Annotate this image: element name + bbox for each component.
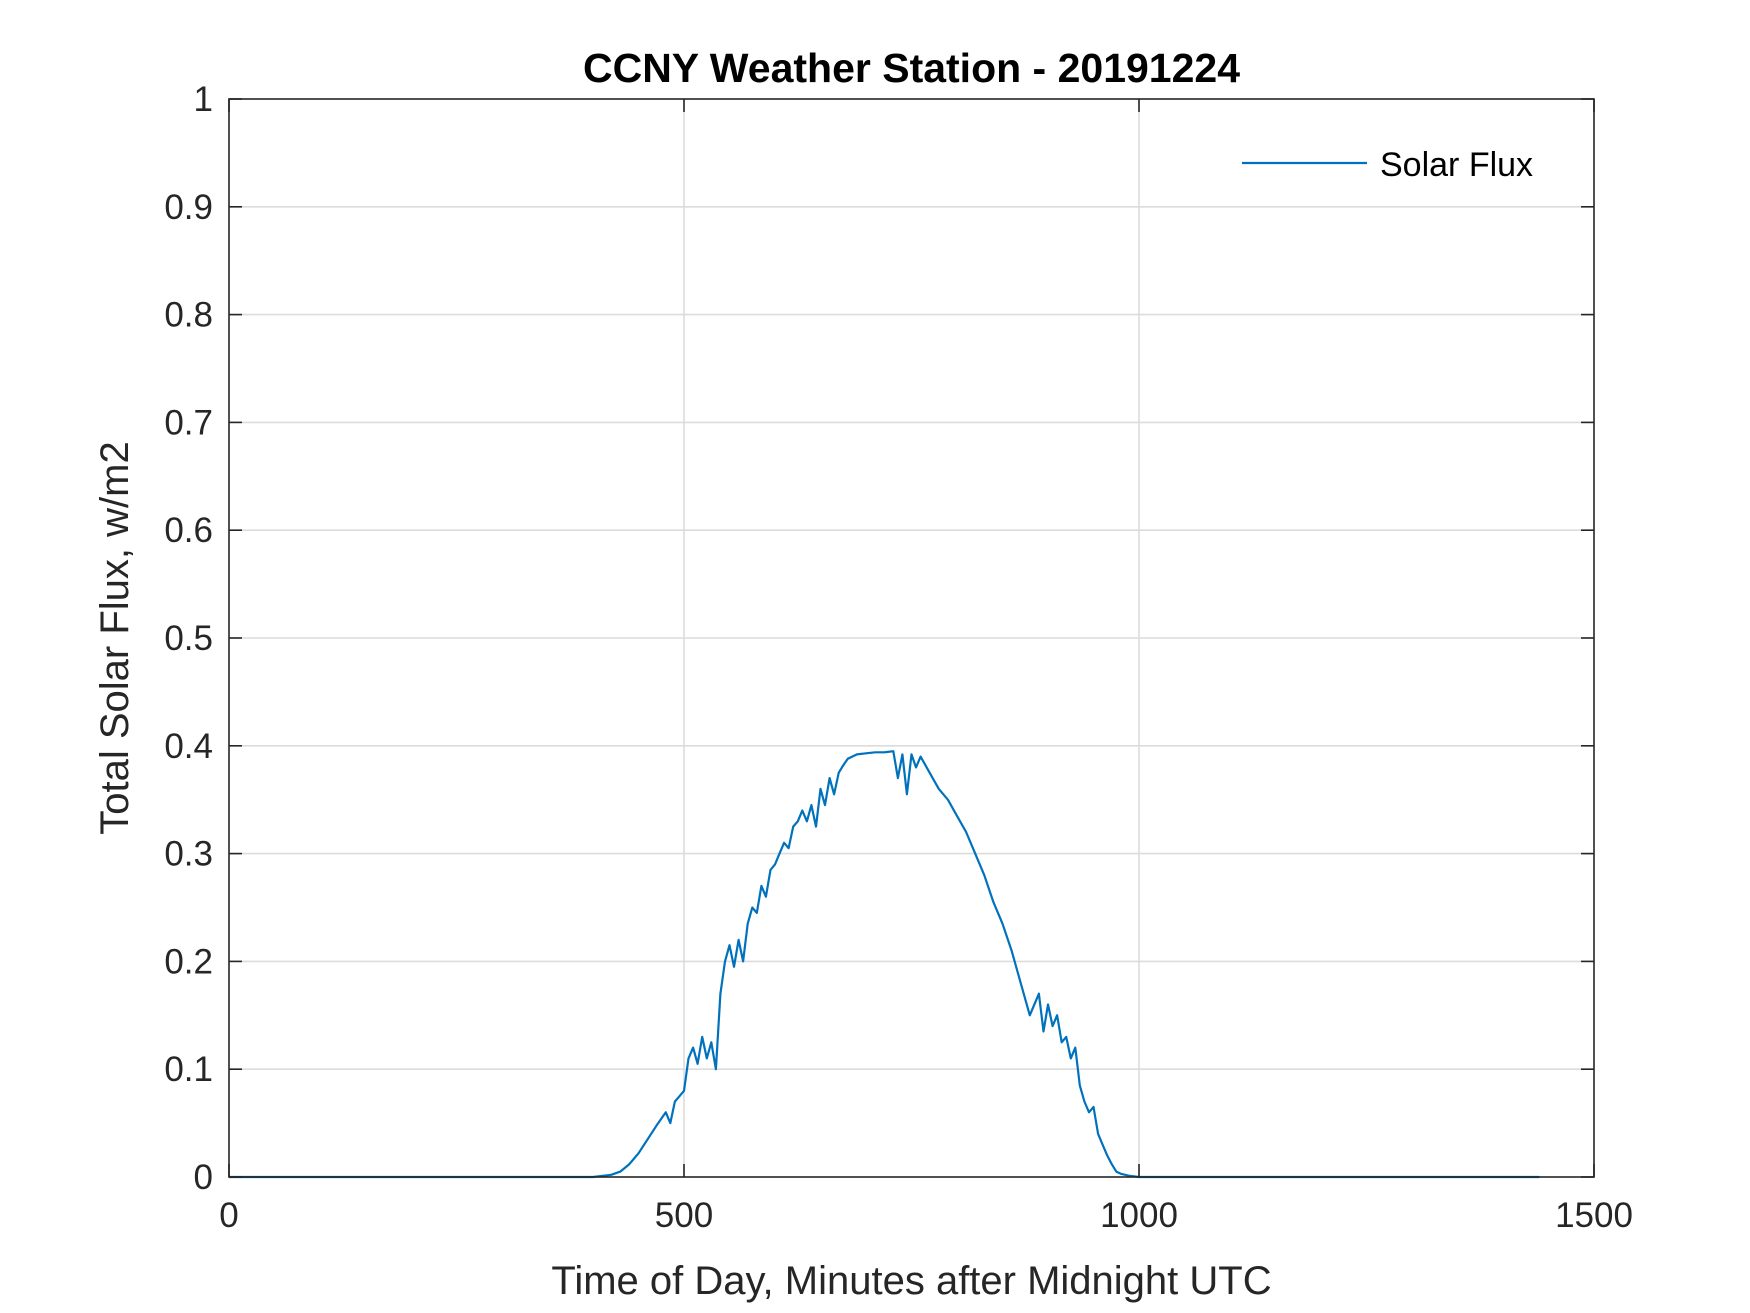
chart-title: CCNY Weather Station - 20191224: [583, 45, 1240, 91]
y-tick-label: 0.1: [164, 1050, 213, 1089]
y-axis-label: Total Solar Flux, w/m2: [93, 441, 137, 834]
y-tick-label: 0.5: [164, 619, 213, 658]
y-tick-label: 1: [194, 80, 213, 119]
y-tick-label: 0.9: [164, 188, 213, 227]
x-tick-label: 500: [655, 1196, 713, 1235]
axes: [228, 98, 1595, 1178]
y-tick-label: 0.7: [164, 403, 213, 442]
legend: Solar Flux: [1242, 146, 1533, 184]
y-tick-label: 0.2: [164, 942, 213, 981]
y-tick-label: 0.4: [164, 727, 213, 766]
legend-label-solar-flux: Solar Flux: [1380, 146, 1533, 184]
x-tick-label: 1500: [1555, 1196, 1633, 1235]
series-layer: [229, 750, 1540, 1179]
series-line-solar-flux: [229, 750, 1540, 1179]
y-tick-label: 0: [194, 1158, 213, 1197]
x-axis-label: Time of Day, Minutes after Midnight UTC: [551, 1259, 1271, 1303]
y-tick-label: 0.3: [164, 835, 213, 874]
x-tick-label: 1000: [1100, 1196, 1178, 1235]
x-tick-label: 0: [219, 1196, 238, 1235]
y-tick-label: 0.6: [164, 511, 213, 550]
y-tick-label: 0.8: [164, 296, 213, 335]
tick-labels: 0 500 1000 1500 0 0.1 0.2 0.3 0.4 0.5 0.6 0.7 0.8 0.9…: [164, 80, 1633, 1235]
gridlines: [229, 99, 1594, 1177]
